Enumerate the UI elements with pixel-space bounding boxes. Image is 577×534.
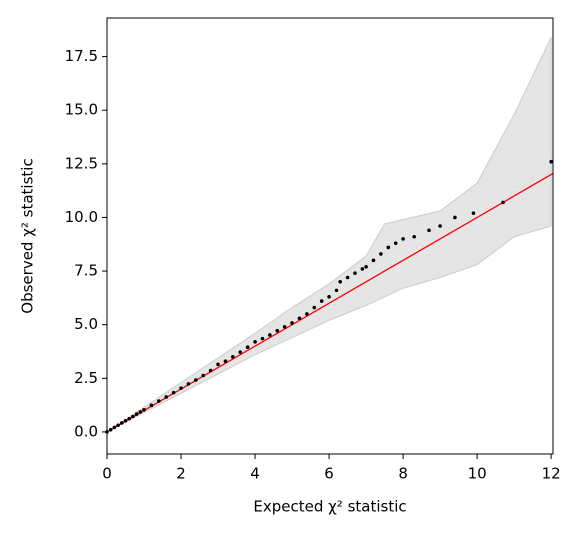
point bbox=[208, 368, 213, 373]
x-tick-label: 6 bbox=[324, 465, 334, 483]
point bbox=[319, 299, 324, 303]
point bbox=[238, 350, 243, 354]
point bbox=[123, 418, 128, 423]
y-tick-label: 0.0 bbox=[74, 422, 98, 440]
point bbox=[386, 245, 391, 250]
point bbox=[371, 258, 376, 263]
point bbox=[379, 252, 383, 256]
y-tick-label: 12.5 bbox=[65, 154, 98, 172]
point bbox=[253, 340, 257, 344]
point bbox=[312, 305, 317, 310]
point bbox=[201, 373, 206, 378]
point bbox=[401, 237, 405, 241]
point bbox=[360, 267, 365, 271]
point bbox=[327, 294, 331, 299]
x-tick-label: 10 bbox=[468, 465, 487, 483]
y-tick-label: 10.0 bbox=[65, 208, 98, 226]
point bbox=[138, 410, 143, 414]
x-tick-label: 4 bbox=[250, 465, 260, 483]
x-tick-label: 8 bbox=[398, 465, 408, 483]
point bbox=[108, 427, 113, 432]
point bbox=[297, 316, 302, 321]
point bbox=[142, 408, 146, 412]
x-tick-label: 0 bbox=[102, 465, 112, 483]
point bbox=[353, 271, 357, 276]
point bbox=[194, 378, 198, 382]
plot-frame bbox=[106, 17, 554, 455]
point bbox=[171, 390, 176, 395]
point bbox=[290, 321, 294, 325]
y-tick-label: 15.0 bbox=[65, 101, 98, 119]
point bbox=[131, 414, 135, 419]
point bbox=[334, 288, 339, 293]
point bbox=[164, 395, 169, 399]
point bbox=[216, 362, 220, 367]
x-axis-label: Expected χ² statistic bbox=[253, 498, 406, 516]
point bbox=[412, 234, 417, 239]
x-tick-label: 12 bbox=[542, 465, 561, 483]
x-tick-label: 2 bbox=[176, 465, 186, 483]
point bbox=[305, 312, 309, 316]
point bbox=[427, 228, 431, 233]
point bbox=[471, 211, 476, 215]
point bbox=[116, 423, 120, 428]
point bbox=[186, 382, 191, 386]
y-axis-label: Observed χ² statistic bbox=[19, 158, 37, 313]
point bbox=[393, 241, 398, 245]
confidence-band bbox=[106, 37, 552, 433]
point bbox=[549, 159, 553, 164]
point bbox=[438, 224, 442, 228]
point bbox=[260, 336, 265, 341]
point bbox=[120, 421, 124, 425]
y-tick-label: 7.5 bbox=[74, 262, 98, 280]
point bbox=[149, 403, 154, 408]
point bbox=[157, 399, 161, 403]
y-tick-label: 5.0 bbox=[74, 315, 98, 333]
point bbox=[179, 386, 183, 390]
y-tick-label: 2.5 bbox=[74, 369, 98, 387]
point bbox=[134, 412, 139, 416]
point bbox=[231, 355, 235, 359]
y-tick-label: 17.5 bbox=[65, 47, 98, 65]
point bbox=[268, 333, 272, 337]
point bbox=[364, 264, 368, 269]
point bbox=[282, 325, 287, 329]
point bbox=[245, 345, 250, 349]
point bbox=[112, 425, 117, 430]
point bbox=[345, 275, 350, 280]
point bbox=[275, 328, 280, 333]
point bbox=[223, 359, 228, 363]
point bbox=[127, 416, 132, 421]
point bbox=[338, 279, 342, 284]
point bbox=[453, 215, 457, 220]
point bbox=[501, 200, 505, 205]
